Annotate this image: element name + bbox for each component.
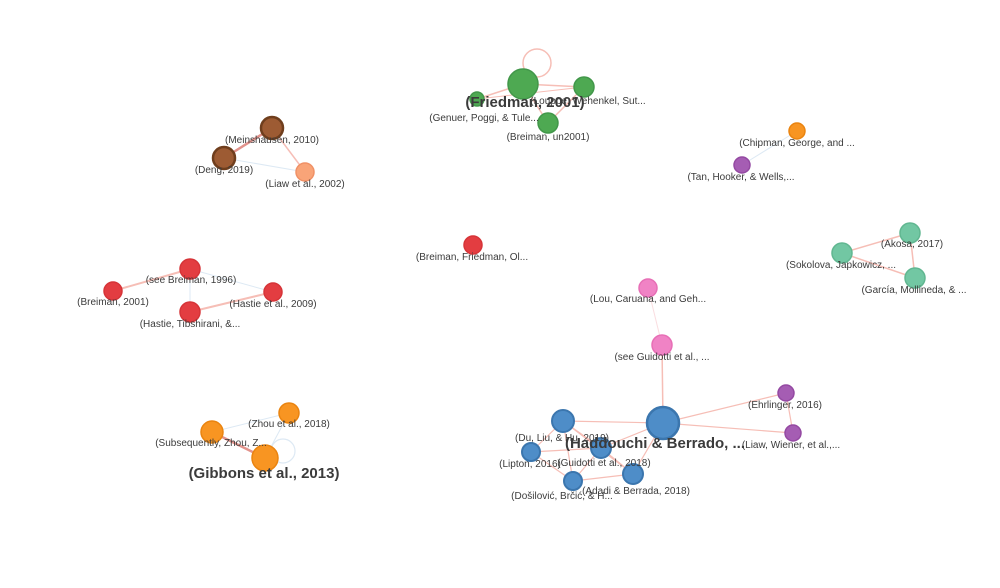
node-gibbons[interactable]: [251, 444, 279, 472]
nodes-layer: [103, 68, 926, 491]
label-chipman: (Chipman, George, and ...: [739, 138, 855, 149]
edge-haddouchi-liawWiener: [662, 422, 794, 434]
label-zhou2018: (Zhou et al., 2018): [248, 419, 330, 430]
edge-lipton-guidotti2018: [530, 447, 602, 453]
edge-zhou2018-subsequently: [211, 412, 290, 433]
edge-deng-liaw2002: [223, 157, 306, 173]
label-akosa: (Akosa, 2017): [881, 239, 943, 250]
label-subsequently: (Subsequently, Zhou, Z...: [155, 438, 267, 449]
label-louppe: (Louppe, Wehenkel, Sut...: [530, 96, 645, 107]
node-adadi[interactable]: [622, 463, 644, 485]
label-adadi: (Adadi & Berrada, 2018): [582, 486, 690, 497]
label-hastie2009: (Hastie et al., 2009): [229, 299, 316, 310]
labels-layer: (Meinshausen, 2010) (Deng, 2019) (Liaw et …: [77, 94, 966, 502]
node-du[interactable]: [551, 409, 575, 433]
edge-hastieTib-hastie2009: [189, 291, 274, 313]
node-subsequently[interactable]: [200, 420, 224, 444]
node-dosilovic[interactable]: [563, 471, 583, 491]
label-liaw2002: (Liaw et al., 2002): [265, 179, 345, 190]
node-tan[interactable]: [733, 156, 751, 174]
node-zhou2018[interactable]: [278, 402, 300, 424]
node-chipman[interactable]: [788, 122, 806, 140]
node-liaw2002[interactable]: [295, 162, 315, 182]
label-liawWiener: (Liaw, Wiener, et al.,...: [742, 440, 840, 451]
label-hastieTib: (Hastie, Tibshirani, &...: [140, 319, 241, 330]
node-breimanUn[interactable]: [537, 112, 559, 134]
label-seeGuidotti: (see Guidotti et al., ...: [614, 352, 709, 363]
node-deng[interactable]: [211, 145, 237, 171]
label-tan: (Tan, Hooker, & Wells,...: [687, 172, 794, 183]
node-meinshausen[interactable]: [259, 115, 285, 141]
edge-chipman-tan: [741, 130, 798, 166]
node-sokolova[interactable]: [831, 242, 853, 264]
node-genuer[interactable]: [469, 91, 485, 107]
edge-sokolova-garcia: [841, 252, 916, 279]
label-seeBreiman1996: (see Breiman, 1996): [146, 275, 237, 286]
node-hastie2009[interactable]: [263, 282, 283, 302]
label-gibbons: (Gibbons et al., 2013): [189, 465, 340, 482]
node-garcia[interactable]: [904, 267, 926, 289]
label-lipton: (Lipton, 2016): [499, 459, 561, 470]
label-meinshausen: (Meinshausen, 2010): [225, 135, 319, 146]
label-dosilovic: (Došilović, Brčić, & H...: [511, 491, 613, 502]
edge-breiman2001-seeBreiman1996: [112, 268, 191, 292]
label-breiman2001: (Breiman, 2001): [77, 297, 149, 308]
label-ehrlinger: (Ehrlinger, 2016): [748, 400, 822, 411]
node-hastieTib[interactable]: [179, 301, 201, 323]
node-akosa[interactable]: [899, 222, 921, 244]
node-friedman2001[interactable]: [507, 68, 539, 100]
label-garcia: (García, Mollineda, & ...: [861, 285, 966, 296]
edge-akosa-sokolova: [841, 232, 911, 254]
label-breimanFriedmanOl: (Breiman, Friedman, Ol...: [416, 252, 528, 263]
label-guidotti2018: (Guidotti et al., 2018): [557, 458, 650, 469]
edge-haddouchi-ehrlinger: [662, 392, 787, 424]
node-seeGuidotti[interactable]: [651, 334, 673, 356]
label-breimanUn: (Breiman, un2001): [507, 132, 590, 143]
label-haddouchi: (Haddouchi & Berrado, ...: [565, 435, 745, 452]
label-du: (Du, Liu, & Hu, 2019): [515, 433, 609, 444]
node-liawWiener[interactable]: [784, 424, 802, 442]
label-friedman2001: (Friedman, 2001): [465, 94, 584, 111]
label-genuer: (Genuer, Poggi, & Tule...: [429, 113, 539, 124]
node-lipton[interactable]: [521, 442, 541, 462]
node-lou[interactable]: [638, 278, 658, 298]
edge-seeBreiman1996-hastie2009: [189, 268, 274, 293]
node-seeBreiman1996[interactable]: [179, 258, 201, 280]
node-breimanFriedmanOl[interactable]: [463, 235, 483, 255]
label-deng: (Deng, 2019): [195, 165, 253, 176]
node-louppe[interactable]: [573, 76, 595, 98]
node-haddouchi[interactable]: [645, 405, 681, 441]
node-guidotti2018[interactable]: [590, 437, 612, 459]
node-breiman2001[interactable]: [103, 281, 123, 301]
node-ehrlinger[interactable]: [777, 384, 795, 402]
label-lou: (Lou, Caruana, and Geh...: [590, 294, 706, 305]
label-sokolova: (Sokolova, Japkowicz, ...: [786, 260, 896, 271]
